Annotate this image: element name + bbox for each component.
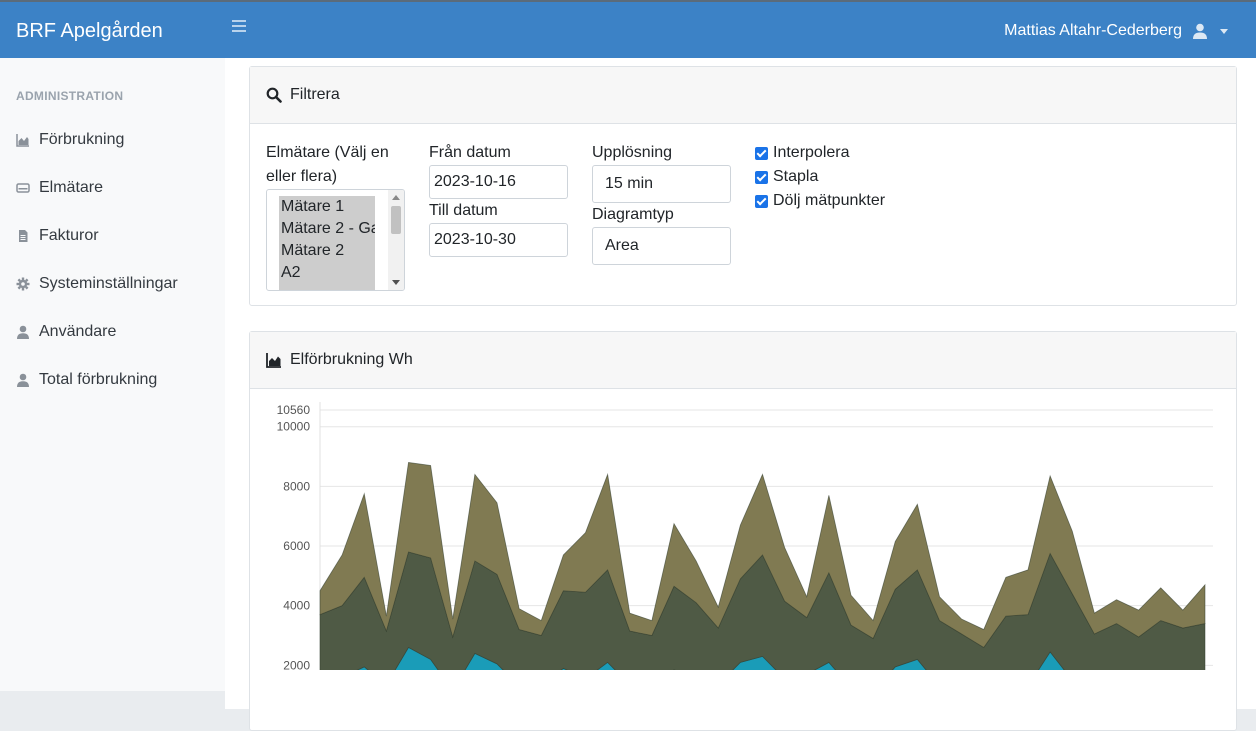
series-area[interactable] <box>319 462 1206 648</box>
interpolate-checkbox[interactable] <box>755 146 768 160</box>
to-date-label: Till datum <box>429 202 498 219</box>
brand-title[interactable]: BRF Apelgården <box>16 20 163 42</box>
meter-option[interactable]: Mätare 2 - Gam <box>279 218 375 240</box>
meter-scrollbar[interactable] <box>388 190 404 290</box>
sidebar-toggle-button[interactable] <box>232 20 246 34</box>
chart-card: Elförbrukning Wh 2000 4000 6000 8000 10000 10… <box>249 331 1237 731</box>
file-icon <box>19 230 28 242</box>
from-date-label: Från datum <box>429 144 511 161</box>
charttype-label: Diagramtyp <box>592 206 674 223</box>
y-tick-label: 4000 <box>283 599 310 613</box>
hdd-icon <box>16 183 30 193</box>
top-navbar: BRF Apelgården Mattias Altahr-Cederberg <box>0 0 1256 58</box>
user-icon <box>17 373 29 387</box>
sidebar-item-systeminstallningar[interactable]: Systeminställningar <box>16 272 178 296</box>
y-tick-label: 10560 <box>277 403 311 417</box>
sidebar-item-label: Fakturor <box>39 227 99 244</box>
user-icon <box>1193 23 1207 39</box>
chart-area-icon <box>266 353 281 368</box>
meter-option[interactable]: A2 <box>279 262 375 284</box>
user-icon <box>17 325 29 339</box>
scroll-up-icon[interactable] <box>392 195 400 200</box>
hamburger-line <box>232 25 246 27</box>
filter-title: Filtrera <box>290 86 340 103</box>
chevron-down-icon <box>1220 28 1228 34</box>
meter-option[interactable]: Mätare 2 <box>279 240 375 262</box>
stack-label: Stapla <box>773 168 819 185</box>
sidebar: ADMINISTRATION Förbrukning Elmätare Fakt… <box>0 58 225 709</box>
y-tick-label: 10000 <box>277 420 311 434</box>
interpolate-label: Interpolera <box>773 144 850 161</box>
resolution-select[interactable]: 15 min <box>592 165 731 203</box>
hamburger-line <box>232 30 246 32</box>
scroll-down-icon[interactable] <box>392 280 400 285</box>
sidebar-item-total-forbrukning[interactable]: Total förbrukning <box>16 368 157 392</box>
meter-option[interactable]: Mätare 1 <box>279 196 375 218</box>
sidebar-item-elmatare[interactable]: Elmätare <box>16 176 103 200</box>
sidebar-item-fakturor[interactable]: Fakturor <box>16 224 99 248</box>
meter-label-line2: eller flera) <box>266 168 338 185</box>
main-content: Filtrera Elmätare (Välj en eller flera) … <box>225 58 1256 731</box>
sidebar-heading: ADMINISTRATION <box>16 89 124 103</box>
resolution-label: Upplösning <box>592 144 673 161</box>
y-tick-label: 6000 <box>283 539 310 553</box>
scrollbar-thumb[interactable] <box>391 206 401 234</box>
hide-points-checkbox-row[interactable]: Dölj mätpunkter <box>755 189 885 213</box>
user-menu[interactable]: Mattias Altahr-Cederberg <box>1004 22 1228 40</box>
filter-card-header: Filtrera <box>250 67 1236 124</box>
to-date-input[interactable]: 2023-10-30 <box>429 223 568 257</box>
chart-area-icon <box>16 134 29 147</box>
chart-title: Elförbrukning Wh <box>290 351 413 368</box>
stack-checkbox-row[interactable]: Stapla <box>755 165 818 189</box>
sidebar-item-label: Förbrukning <box>39 131 125 148</box>
hide-points-checkbox[interactable] <box>755 194 768 208</box>
sidebar-item-label: Elmätare <box>39 179 104 196</box>
sidebar-footer <box>0 691 225 709</box>
y-tick-label: 8000 <box>283 479 310 493</box>
gear-icon <box>16 277 30 291</box>
hide-points-label: Dölj mätpunkter <box>773 192 886 209</box>
interpolate-checkbox-row[interactable]: Interpolera <box>755 141 850 165</box>
sidebar-item-forbrukning[interactable]: Förbrukning <box>16 128 124 152</box>
sidebar-item-anvandare[interactable]: Användare <box>16 320 116 344</box>
hamburger-line <box>232 20 246 22</box>
search-icon <box>266 87 282 103</box>
series-area[interactable] <box>320 646 1205 670</box>
chart-card-header: Elförbrukning Wh <box>250 332 1236 389</box>
user-name: Mattias Altahr-Cederberg <box>1004 22 1182 39</box>
from-date-input[interactable]: 2023-10-16 <box>429 165 568 199</box>
meter-label-line1: Elmätare (Välj en <box>266 144 389 161</box>
meter-multiselect[interactable]: Mätare 1 Mätare 2 - Gam Mätare 2 A2 <box>266 189 405 291</box>
sidebar-item-label: Systeminställningar <box>39 275 178 292</box>
sidebar-item-label: Total förbrukning <box>39 371 158 388</box>
charttype-select[interactable]: Area <box>592 227 731 265</box>
y-tick-label: 2000 <box>283 658 310 670</box>
meter-option[interactable] <box>279 284 375 290</box>
stack-checkbox[interactable] <box>755 170 768 184</box>
consumption-chart[interactable]: 2000 4000 6000 8000 10000 10560 <box>250 390 1236 670</box>
sidebar-item-label: Användare <box>39 323 117 340</box>
filter-card: Filtrera Elmätare (Välj en eller flera) … <box>249 66 1237 306</box>
